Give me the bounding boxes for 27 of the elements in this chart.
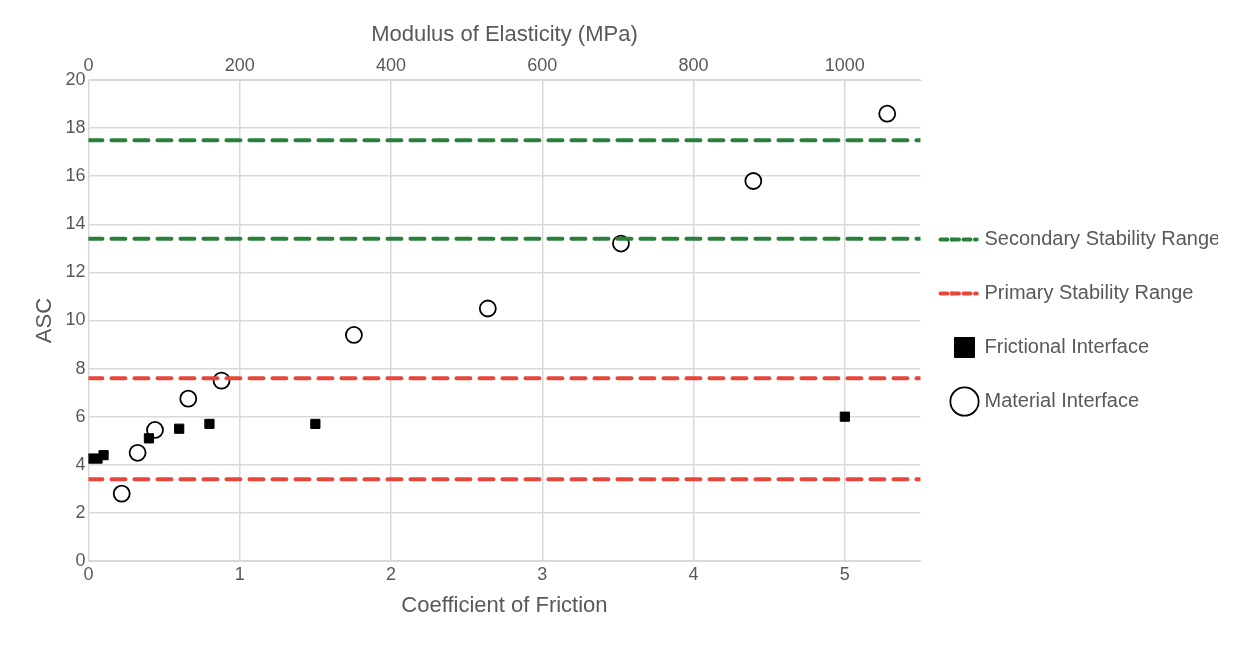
y-tick-label: 10: [65, 309, 86, 330]
y-tick-label: 16: [65, 165, 86, 186]
x-tick-label: 4: [688, 563, 699, 584]
y-tick-label: 18: [65, 117, 86, 138]
x2-tick-label: 1000: [824, 55, 865, 76]
y-tick-label: 14: [65, 213, 86, 234]
legend-label: Frictional Interface: [984, 335, 1150, 358]
x2-tick-label: 600: [527, 55, 558, 76]
legend-label: Primary Stability Range: [984, 281, 1194, 304]
y-tick-label: 20: [65, 68, 86, 89]
x2-tick-label: 200: [224, 55, 255, 76]
y-tick-label: 8: [75, 357, 86, 378]
x-tick-label: 3: [537, 563, 548, 584]
y-tick-label: 0: [75, 549, 86, 570]
x2-axis-title: Modulus of Elasticity (MPa): [371, 21, 638, 47]
x2-tick-label: 400: [375, 55, 407, 76]
legend-label: Material Interface: [984, 389, 1140, 412]
y-tick-label: 4: [75, 453, 86, 474]
x-tick-label: 5: [839, 563, 850, 584]
x-tick-label: 2: [385, 563, 396, 584]
x2-tick-label: 800: [678, 55, 709, 76]
y-tick-label: 2: [75, 501, 86, 522]
x-axis-title: Coefficient of Friction: [401, 591, 608, 617]
y-axis-title: ASC: [31, 297, 57, 344]
x-tick-label: 1: [234, 563, 245, 584]
y-tick-label: 6: [75, 405, 86, 426]
y-tick-label: 12: [65, 261, 86, 282]
